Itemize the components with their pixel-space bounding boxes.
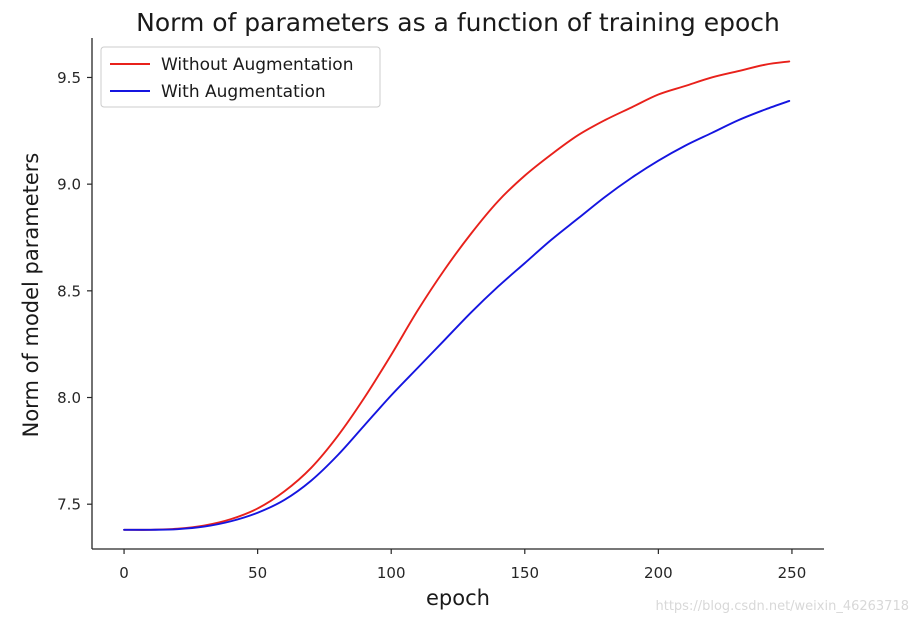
series-line-1 — [123, 60, 791, 531]
x-tick-label: 250 — [778, 564, 807, 582]
x-tick-label: 50 — [248, 564, 267, 582]
x-axis-ticks: 0 50 100 150 200 250 — [119, 549, 806, 582]
x-tick-label: 100 — [377, 564, 406, 582]
x-tick-label: 150 — [510, 564, 539, 582]
series-line-2 — [123, 99, 791, 531]
legend-label-2: With Augmentation — [161, 82, 326, 102]
y-tick-label: 8.5 — [57, 282, 81, 300]
legend: Without Augmentation With Augmentation — [100, 46, 381, 108]
x-tick-label: 0 — [119, 564, 129, 582]
plot-area: 0 50 100 150 200 250 7.5 8.0 8.5 9.0 9.5 — [57, 38, 824, 582]
x-axis-label: epoch — [426, 586, 490, 610]
legend-label-1: Without Augmentation — [161, 55, 353, 75]
y-tick-label: 8.0 — [57, 389, 81, 407]
y-tick-label: 9.0 — [57, 176, 81, 194]
series-group — [123, 60, 791, 531]
legend-box — [100, 46, 381, 108]
legend-items: Without Augmentation With Augmentation — [110, 55, 353, 102]
y-tick-label: 9.5 — [57, 69, 81, 87]
y-tick-label: 7.5 — [57, 496, 81, 514]
x-tick-label: 200 — [644, 564, 673, 582]
watermark-text: https://blog.csdn.net/weixin_46263718 — [655, 599, 909, 614]
y-axis-ticks: 7.5 8.0 8.5 9.0 9.5 — [57, 69, 92, 514]
chart-title: Norm of parameters as a function of trai… — [136, 8, 780, 37]
y-axis-label: Norm of model parameters — [19, 153, 43, 438]
